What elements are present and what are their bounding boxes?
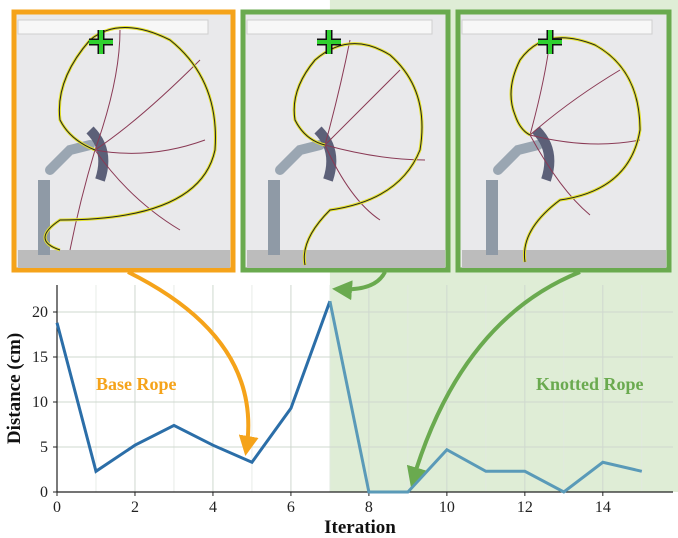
series-line-1 <box>55 300 332 474</box>
x-tick-label: 4 <box>209 499 217 516</box>
inset-scene <box>461 19 666 268</box>
y-axis-title: Distance (cm) <box>4 333 25 444</box>
knotted-rope-label: Knotted Rope <box>536 374 644 394</box>
inset-scene <box>17 19 230 268</box>
target-cross-icon <box>317 30 341 54</box>
x-tick-label: 8 <box>365 499 373 516</box>
base-rope-frame <box>11 9 236 273</box>
x-tick-label: 2 <box>131 499 139 516</box>
y-tick-label: 10 <box>32 394 48 411</box>
base-rope-arrow <box>127 270 259 456</box>
series-line-2 <box>328 300 643 494</box>
x-tick-label: 6 <box>287 499 295 516</box>
y-tick-label: 5 <box>40 439 48 456</box>
knotted-rope-arrow-1 <box>332 270 387 301</box>
knotted-rope-frame-2 <box>455 9 672 273</box>
inset-scene <box>246 19 445 268</box>
y-tick-label: 20 <box>32 304 48 321</box>
x-tick-label: 0 <box>53 499 61 516</box>
target-cross-icon <box>89 30 113 54</box>
x-tick-label: 12 <box>517 499 533 516</box>
target-cross-icon <box>538 30 562 54</box>
base-rope-label: Base Rope <box>96 374 177 394</box>
knotted-rope-arrow-2 <box>406 270 581 487</box>
x-tick-label: 14 <box>595 499 611 516</box>
y-tick-label: 0 <box>40 484 48 501</box>
knotted-rope-frame-1 <box>240 9 451 273</box>
y-tick-label: 15 <box>32 349 48 366</box>
x-tick-label: 10 <box>439 499 455 516</box>
x-axis-title: Iteration <box>324 517 396 538</box>
